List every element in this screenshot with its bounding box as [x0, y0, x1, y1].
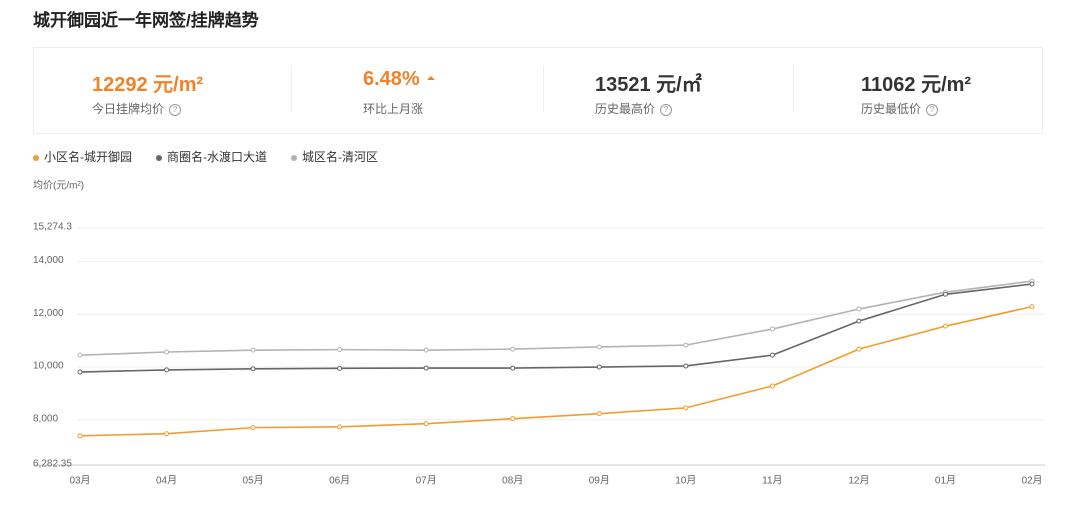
separator — [291, 66, 292, 112]
data-point — [510, 416, 516, 422]
x-tick-label: 05月 — [243, 475, 264, 487]
x-tick-label: 07月 — [416, 475, 437, 487]
data-point — [337, 347, 343, 353]
data-point — [769, 383, 775, 389]
data-point — [164, 349, 170, 355]
help-icon[interactable]: ? — [169, 104, 182, 116]
legend-marker — [291, 155, 297, 161]
data-point — [423, 365, 429, 371]
data-point — [769, 352, 775, 358]
stats-panel: 12292 元/m² 今日挂牌均价? 6.48% 环比上月涨 13521 元/㎡… — [33, 47, 1043, 134]
x-tick-label: 09月 — [589, 475, 610, 487]
legend-item[interactable]: 小区名-城开御园 — [33, 149, 132, 164]
data-point — [423, 347, 429, 353]
data-point — [1029, 281, 1035, 287]
stat-label-text: 历史最高价 — [595, 102, 656, 116]
stat-label: 环比上月涨 — [363, 102, 424, 116]
stat-value: 12292 元/m² — [92, 74, 204, 96]
series-line — [79, 283, 1033, 373]
data-point — [683, 405, 689, 411]
legend-label: 城区名-清河区 — [302, 149, 378, 164]
x-tick-label: 01月 — [935, 475, 956, 487]
stat-label-text: 今日挂牌均价 — [92, 102, 165, 116]
data-point — [596, 411, 602, 417]
data-point — [77, 352, 83, 358]
data-point — [683, 363, 689, 369]
data-point — [250, 366, 256, 372]
stat-label: 今日挂牌均价? — [92, 100, 182, 117]
series-line — [79, 305, 1033, 437]
data-point — [164, 431, 170, 437]
x-tick-label: 03月 — [69, 475, 90, 487]
y-tick-label: 12,000 — [33, 308, 64, 319]
legend-marker — [33, 155, 39, 161]
data-point — [683, 342, 689, 348]
separator — [543, 66, 544, 112]
page-title: 城开御园近一年网签/挂牌趋势 — [33, 11, 259, 30]
legend-item[interactable]: 城区名-清河区 — [291, 149, 378, 164]
data-point — [510, 346, 516, 352]
y-tick-label: 14,000 — [33, 255, 64, 266]
x-tick-label: 08月 — [502, 475, 523, 487]
data-point — [856, 346, 862, 352]
legend-marker — [156, 155, 162, 161]
stat-value: 13521 元/㎡ — [595, 74, 702, 96]
separator — [793, 66, 794, 112]
x-tick-label: 02月 — [1021, 475, 1042, 487]
data-point — [164, 367, 170, 373]
up-arrow — [426, 76, 435, 80]
data-point — [337, 365, 343, 371]
stat-label-text: 历史最低价 — [861, 102, 922, 116]
y-axis-label: 均价(元/m²) — [33, 180, 84, 192]
data-point — [856, 318, 862, 324]
data-point — [942, 291, 948, 297]
data-point — [250, 425, 256, 431]
legend-item[interactable]: 商圈名-水渡口大道 — [156, 149, 267, 164]
stat-label: 历史最高价? — [595, 100, 673, 117]
stat-value-text: 6.48% — [363, 68, 420, 90]
y-tick-label: 6,282.35 — [33, 459, 72, 470]
x-tick-label: 11月 — [762, 475, 782, 487]
data-point — [250, 347, 256, 353]
data-point — [942, 323, 948, 329]
legend-label: 小区名-城开御园 — [44, 149, 132, 164]
help-icon[interactable]: ? — [926, 104, 939, 116]
x-tick-label: 06月 — [329, 475, 350, 487]
data-point — [769, 326, 775, 332]
data-point — [596, 344, 602, 350]
data-point — [77, 433, 83, 439]
data-point — [337, 424, 343, 430]
y-tick-label: 10,000 — [33, 361, 64, 372]
x-tick-label: 10月 — [675, 475, 696, 487]
y-tick-label: 8,000 — [33, 413, 58, 424]
series-line — [79, 280, 1033, 356]
legend-label: 商圈名-水渡口大道 — [167, 149, 267, 164]
data-point — [423, 421, 429, 427]
x-tick-label: 12月 — [848, 475, 869, 487]
data-point — [596, 364, 602, 370]
stat-value: 11062 元/m² — [861, 74, 972, 96]
x-tick-label: 04月 — [156, 475, 177, 487]
data-point — [77, 369, 83, 375]
data-point — [856, 306, 862, 312]
help-icon[interactable]: ? — [660, 104, 673, 116]
data-point — [1029, 304, 1035, 310]
y-tick-label: 15,274.3 — [33, 222, 72, 233]
stat-label: 历史最低价? — [861, 100, 939, 117]
stat-value: 6.48% — [363, 68, 435, 91]
data-point — [510, 365, 516, 371]
